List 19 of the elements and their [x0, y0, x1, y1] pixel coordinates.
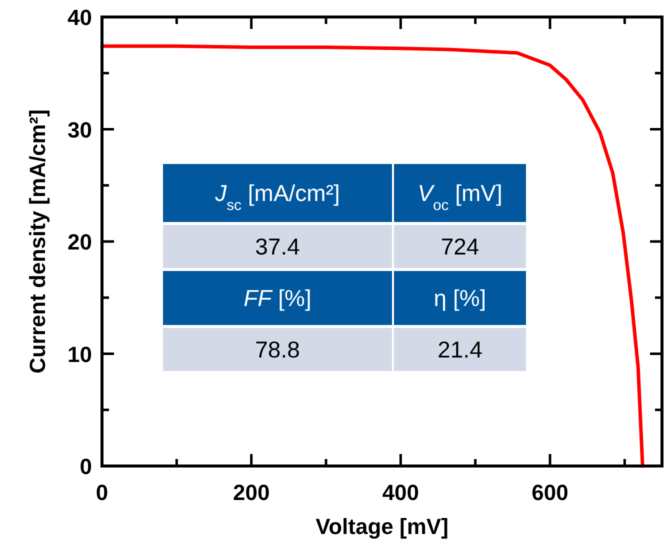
annotation: 724: [440, 234, 480, 260]
annotation: 37.4: [255, 234, 300, 260]
y-tick-label: 20: [68, 230, 92, 254]
annotation: J$_{sc}$ [mA/cm²]: [214, 180, 340, 214]
x-tick-label: 400: [382, 480, 420, 505]
annotation: FF [%]: [244, 285, 312, 311]
y-tick-label: 40: [68, 5, 92, 30]
x-tick-label: 200: [232, 480, 270, 505]
x-tick-label: 600: [532, 480, 568, 505]
annotation: 21.4: [438, 336, 483, 362]
y-tick-label: 0: [80, 454, 92, 479]
x-tick-label: 0: [96, 480, 108, 505]
y-tick-label: 10: [68, 342, 92, 367]
y-axis-title: Current density [mA/cm²]: [25, 109, 50, 374]
x-axis-title: Voltage [mV]: [316, 514, 448, 539]
annotation: η [%]: [434, 285, 486, 311]
annotation: V$_{oc}$ [mV]: [418, 180, 502, 214]
y-tick-label: 30: [68, 117, 92, 142]
annotation: 78.8: [255, 336, 300, 362]
